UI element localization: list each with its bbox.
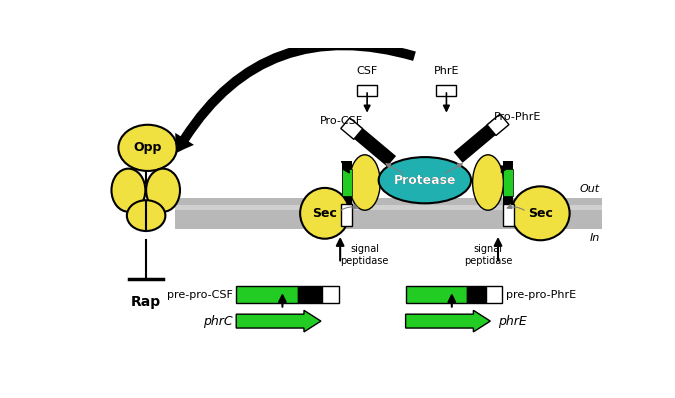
FancyBboxPatch shape <box>342 169 352 196</box>
Text: Pro-PhrE: Pro-PhrE <box>494 112 541 122</box>
Text: phrC: phrC <box>202 314 232 328</box>
FancyBboxPatch shape <box>323 287 340 303</box>
Bar <box>346 121 396 167</box>
Ellipse shape <box>511 186 570 240</box>
Text: pre-pro-CSF: pre-pro-CSF <box>167 290 233 300</box>
FancyBboxPatch shape <box>504 169 514 196</box>
Bar <box>341 118 362 139</box>
Text: signal
peptidase: signal peptidase <box>341 244 389 266</box>
FancyBboxPatch shape <box>437 85 456 96</box>
Bar <box>487 114 509 135</box>
FancyArrow shape <box>236 310 321 332</box>
Ellipse shape <box>379 157 471 203</box>
Ellipse shape <box>111 169 145 212</box>
Text: phrE: phrE <box>498 314 526 328</box>
FancyBboxPatch shape <box>406 287 467 303</box>
Text: Sec: Sec <box>313 207 338 220</box>
Text: Protease: Protease <box>394 174 456 187</box>
Text: Out: Out <box>580 184 599 194</box>
FancyBboxPatch shape <box>467 287 487 303</box>
Text: In: In <box>589 232 599 242</box>
Text: Opp: Opp <box>134 141 162 154</box>
FancyArrowPatch shape <box>176 40 416 153</box>
Ellipse shape <box>472 155 504 210</box>
Ellipse shape <box>118 125 177 171</box>
Text: pre-pro-PhrE: pre-pro-PhrE <box>506 290 576 300</box>
Text: Rap: Rap <box>131 295 161 309</box>
FancyBboxPatch shape <box>175 205 602 210</box>
Ellipse shape <box>146 169 180 212</box>
FancyBboxPatch shape <box>503 204 514 226</box>
FancyBboxPatch shape <box>298 287 323 303</box>
FancyBboxPatch shape <box>236 287 298 303</box>
FancyBboxPatch shape <box>357 85 377 96</box>
Text: Sec: Sec <box>528 207 553 220</box>
FancyArrow shape <box>406 310 490 332</box>
Ellipse shape <box>300 188 350 239</box>
Text: CSF: CSF <box>356 66 378 76</box>
FancyBboxPatch shape <box>341 204 352 226</box>
FancyBboxPatch shape <box>487 287 502 303</box>
Text: signal
peptidase: signal peptidase <box>464 244 512 266</box>
Bar <box>454 117 504 163</box>
FancyBboxPatch shape <box>504 161 514 204</box>
Ellipse shape <box>350 155 380 210</box>
Ellipse shape <box>127 200 165 231</box>
Text: Pro-CSF: Pro-CSF <box>320 116 363 126</box>
Text: Protease: Protease <box>394 174 456 187</box>
FancyBboxPatch shape <box>175 198 602 229</box>
Text: PhrE: PhrE <box>433 66 459 76</box>
FancyBboxPatch shape <box>342 161 352 204</box>
